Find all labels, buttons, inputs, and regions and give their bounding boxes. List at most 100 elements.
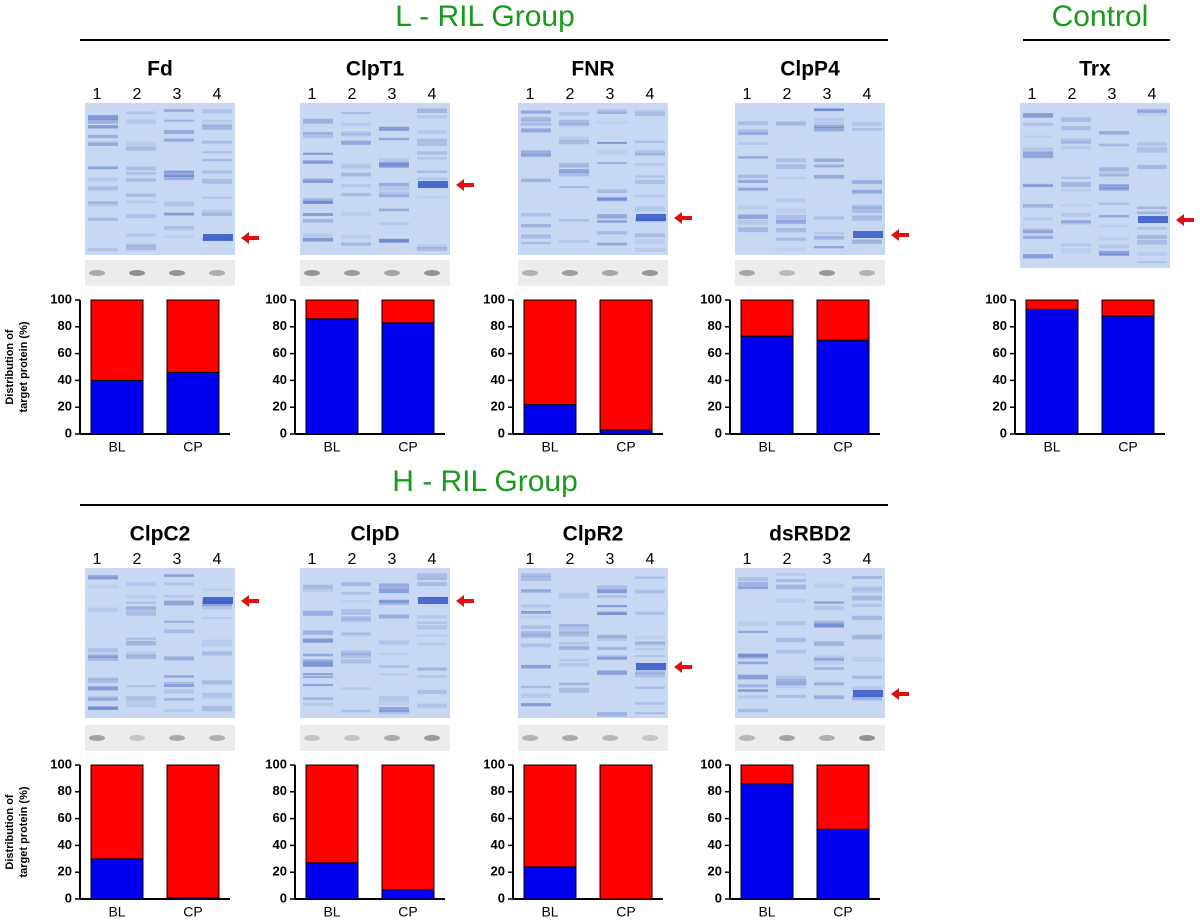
gel-band (597, 121, 627, 124)
group-title: L - RIL Group (395, 0, 575, 33)
gel-band (635, 576, 665, 579)
gel-band (164, 689, 194, 693)
western-band (304, 270, 320, 276)
gel-band (88, 119, 118, 124)
gel-band (1061, 212, 1091, 217)
panel-title: Fd (147, 58, 173, 81)
gel-band (852, 696, 882, 701)
gel-band (303, 638, 333, 643)
gel (85, 568, 235, 718)
gel-band (303, 675, 333, 679)
x-tick-label: BL (541, 439, 558, 455)
y-tick-label: 0 (498, 890, 505, 905)
gel-band (776, 584, 806, 590)
gel-band (1099, 236, 1129, 241)
gel-band (303, 233, 333, 238)
gel-band (1023, 122, 1053, 126)
gel-band (164, 709, 194, 712)
gel-band (379, 640, 409, 645)
gel-band (88, 676, 118, 680)
gel-band (814, 657, 844, 660)
gel-band (852, 215, 882, 218)
bar-segment (740, 335, 794, 435)
gel-band (597, 604, 627, 608)
gel-band (126, 611, 156, 616)
gel-band (303, 610, 333, 616)
lane-label: 1 (743, 86, 752, 103)
gel-band (597, 220, 627, 223)
gel-band (776, 121, 806, 126)
gel-band (738, 179, 768, 184)
y-tick-label: 40 (58, 372, 72, 387)
gel-band (521, 703, 551, 707)
gel-band (521, 224, 551, 228)
gel-band (202, 151, 232, 154)
gel-band (202, 705, 232, 709)
western-band (562, 735, 578, 741)
panel-title: ClpP4 (780, 58, 840, 81)
gel-band (379, 602, 409, 606)
gel-band (164, 681, 194, 685)
y-tick-label: 40 (708, 372, 722, 387)
gel-band (202, 209, 232, 214)
gel-band (88, 247, 118, 252)
lane-label: 4 (213, 551, 222, 568)
gel-band (164, 212, 194, 216)
gel-band (164, 698, 194, 701)
gel-band (776, 198, 806, 203)
gel-band (738, 695, 768, 699)
gel-band (521, 154, 551, 158)
y-tick-label: 100 (985, 291, 1007, 306)
gel-band (303, 630, 333, 635)
gel-band (738, 630, 768, 633)
gel-band (776, 228, 806, 233)
gel-band (88, 185, 118, 189)
gel-band (341, 659, 371, 664)
target-band (418, 597, 448, 604)
gel-band (852, 179, 882, 185)
gel-band (738, 187, 768, 191)
gel-band (303, 662, 333, 667)
gel-band (852, 188, 882, 192)
arrow (241, 595, 259, 607)
gel-band (202, 127, 232, 130)
gel-band (88, 584, 118, 589)
gel-band (417, 621, 447, 625)
bar-segment (305, 862, 359, 900)
gel-band (852, 180, 882, 184)
target-band (853, 690, 883, 697)
gel-band (417, 138, 447, 143)
bar-segment (740, 299, 794, 337)
gel-band (126, 200, 156, 204)
gel-band (88, 575, 118, 578)
gel-band (88, 577, 118, 580)
gel-band (417, 170, 447, 173)
gel-band (597, 585, 627, 590)
gel-band (88, 142, 118, 146)
western-strip (85, 725, 235, 751)
gel-band (341, 591, 371, 595)
gel-band (88, 654, 118, 658)
gel-band (303, 213, 333, 216)
lane-label: 2 (783, 551, 792, 568)
gel-band (1099, 131, 1129, 135)
gel-band (814, 117, 844, 122)
gel-band (202, 680, 232, 685)
gel-band (1137, 226, 1167, 230)
gel-band (303, 697, 333, 700)
x-tick-label: CP (616, 904, 635, 920)
gel-band (635, 206, 665, 212)
bar-segment (816, 828, 870, 900)
gel-band (597, 655, 627, 660)
gel-band (776, 680, 806, 685)
gel-band (738, 577, 768, 582)
gel-band (303, 198, 333, 203)
panel-title: FNR (571, 58, 614, 81)
gel-band (341, 242, 371, 246)
gel-band (597, 589, 627, 594)
bar-segment (305, 318, 359, 435)
y-tick-label: 0 (65, 890, 72, 905)
gel-band (126, 243, 156, 247)
gel-band (1099, 244, 1129, 249)
